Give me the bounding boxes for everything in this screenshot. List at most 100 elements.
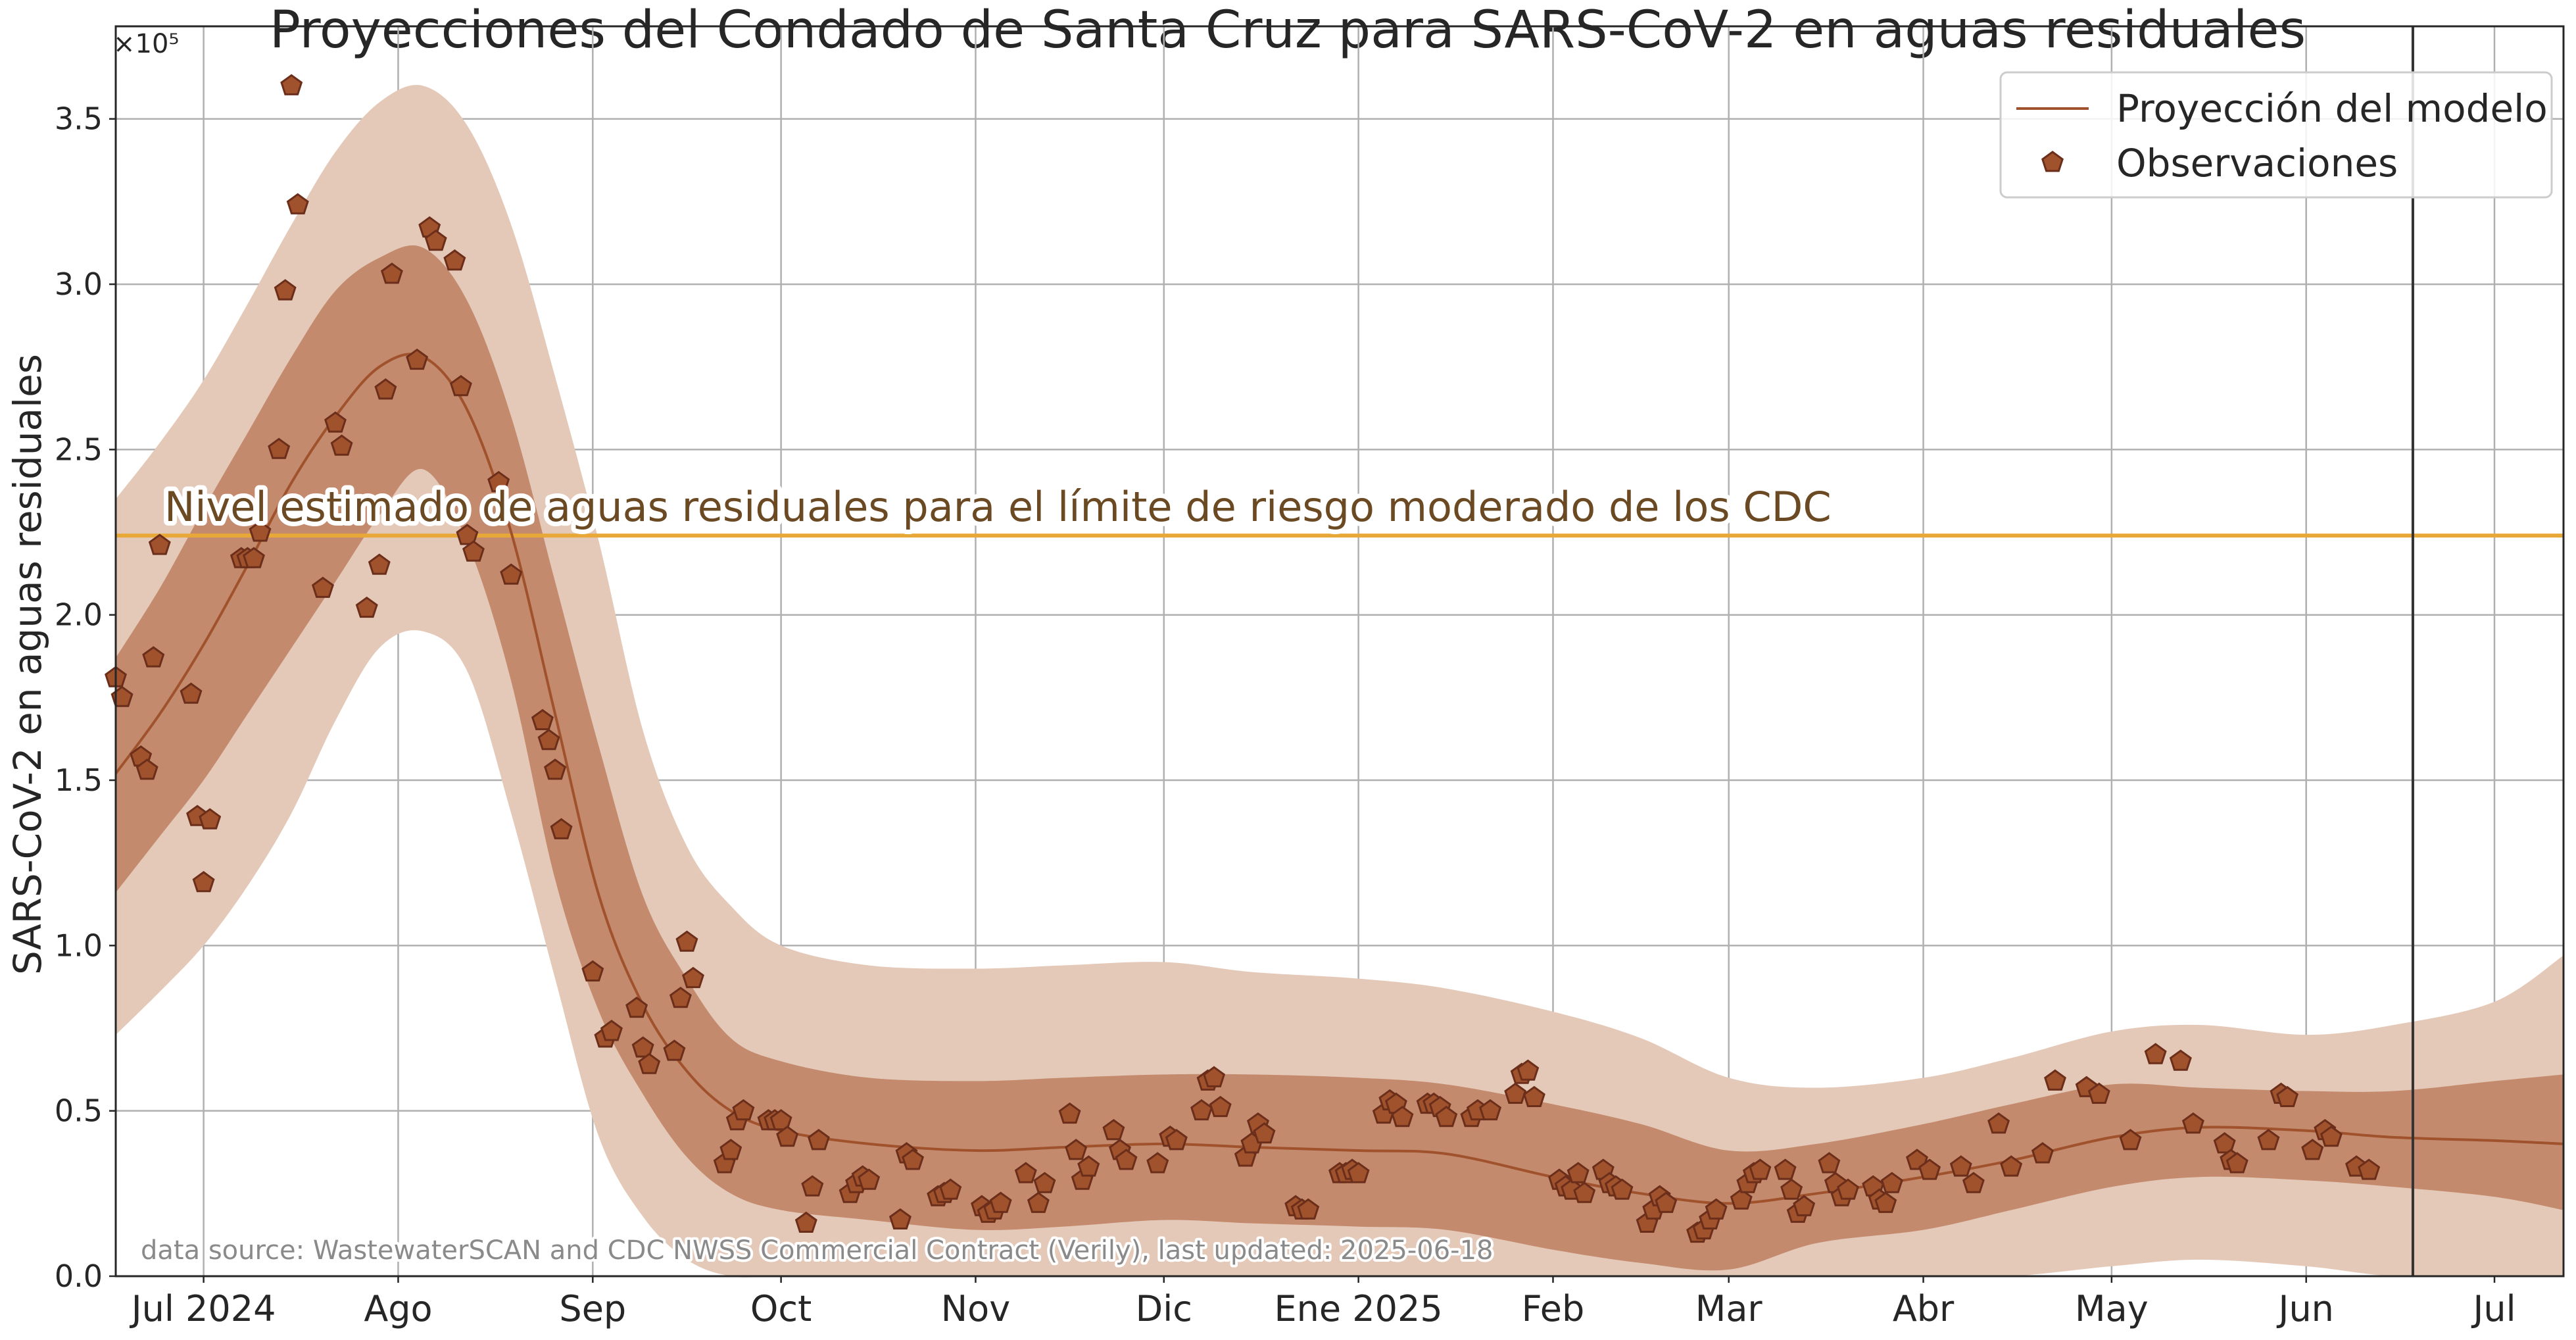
observation-point [1253, 1122, 1276, 1144]
observation-point [769, 1108, 792, 1131]
observation-point [1203, 1066, 1226, 1087]
x-tick-label: Jul [2471, 1288, 2515, 1329]
y-axis-label: SARS-CoV-2 en aguas residuales [5, 354, 50, 975]
observation-point [286, 193, 309, 214]
observation-point [531, 708, 554, 730]
observation-point [1522, 1085, 1545, 1107]
observation-point [939, 1178, 962, 1200]
observation-point [2213, 1132, 2236, 1154]
observation-point [544, 758, 567, 780]
observation-point [355, 596, 378, 618]
observation-point [374, 378, 397, 400]
observation-point [2119, 1129, 2142, 1151]
plot-area: Nivel estimado de aguas residuales para … [105, 25, 2565, 1278]
x-tick-label: Ene 2025 [1275, 1288, 1443, 1329]
observation-point [1165, 1129, 1188, 1151]
y-scale-label: ×10⁵ [113, 29, 179, 59]
legend-item-model: Proyección del modelo [2116, 86, 2548, 131]
legend-marker-swatch [2041, 151, 2064, 172]
source-note: data source: WastewaterSCAN and CDC NWSS… [141, 1235, 1494, 1266]
observation-point [719, 1139, 742, 1160]
observation-point [1818, 1152, 1841, 1174]
observation-point [675, 930, 698, 952]
x-tick-label: Jun [2277, 1288, 2334, 1329]
outer-confidence-band [116, 85, 2564, 1278]
observation-point [449, 375, 472, 397]
x-tick-label: May [2075, 1288, 2149, 1329]
observation-point [1077, 1155, 1100, 1177]
observation-point [537, 728, 560, 751]
observation-point [192, 871, 215, 893]
observation-point [274, 279, 297, 301]
x-tick-label: Oct [750, 1288, 812, 1329]
observation-point [1780, 1178, 1803, 1200]
observation-point [600, 1020, 623, 1041]
observation-point [135, 758, 158, 780]
observation-point [663, 1039, 686, 1061]
observation-point [669, 986, 692, 1008]
observation-point [1567, 1162, 1590, 1183]
observation-point [1058, 1102, 1081, 1124]
observation-point [268, 437, 291, 459]
observation-point [1880, 1172, 1903, 1193]
x-tick-label: Ago [364, 1288, 432, 1329]
observation-point [2181, 1112, 2204, 1134]
observation-point [1014, 1162, 1037, 1183]
legend-box [1999, 71, 2553, 199]
observation-point [1962, 1172, 1985, 1193]
observation-point [2031, 1142, 2054, 1164]
observation-point [199, 808, 222, 830]
observation-point [2000, 1155, 2023, 1177]
observation-point [2320, 1126, 2343, 1147]
y-tick-label: 3.5 [55, 101, 103, 137]
y-tick-label: 0.0 [55, 1258, 103, 1294]
observation-point [1065, 1139, 1088, 1160]
observation-point [1705, 1198, 1728, 1220]
observation-point [462, 540, 485, 562]
observation-point [324, 411, 347, 433]
observation-point [858, 1168, 881, 1190]
observation-point [1918, 1158, 1941, 1180]
x-tick-label: Mar [1695, 1288, 1763, 1329]
observation-point [682, 966, 704, 989]
observation-point [406, 348, 429, 370]
observation-point [1987, 1112, 2010, 1134]
observation-point [638, 1053, 661, 1074]
y-tick-label: 1.0 [55, 928, 103, 963]
observation-point [1297, 1198, 1320, 1220]
x-axis-ticks: Jul 2024 Ago Sep Oct Nov Dic Ene 2025 Feb Mar Abr… [130, 1276, 2516, 1329]
y-tick-label: 0.5 [55, 1093, 103, 1129]
observation-point [1730, 1188, 1753, 1210]
x-tick-label: Dic [1136, 1288, 1192, 1329]
observation-point [1517, 1059, 1540, 1081]
observation-point [625, 997, 648, 1018]
observation-point [989, 1191, 1012, 1213]
observation-point [1027, 1191, 1050, 1213]
observation-point [732, 1099, 755, 1121]
observation-point [2358, 1158, 2381, 1180]
observation-point [2225, 1152, 2248, 1174]
legend-item-observations: Observaciones [2116, 141, 2398, 186]
observation-point [280, 74, 303, 95]
observation-point [1837, 1178, 1859, 1200]
observation-point [443, 249, 466, 271]
chart-title: Proyecciones del Condado de Santa Cruz p… [270, 1, 2306, 60]
observation-point [1611, 1178, 1634, 1200]
x-tick-label: Nov [941, 1288, 1010, 1329]
y-tick-label: 2.5 [55, 432, 103, 467]
observation-point [794, 1211, 817, 1233]
threshold-label: Nivel estimado de aguas residuales para … [164, 483, 1832, 531]
observation-point [1479, 1099, 1502, 1121]
legend: Proyección del modelo Observaciones [1999, 71, 2553, 199]
x-tick-label: Feb [1522, 1288, 1585, 1329]
y-axis-ticks: 0.0 0.5 1.0 1.5 2.0 2.5 3.0 3.5 [55, 101, 116, 1294]
observation-point [1573, 1181, 1596, 1203]
x-tick-label: Sep [559, 1288, 626, 1329]
observation-point [180, 682, 203, 704]
observation-point [2169, 1049, 2192, 1071]
observation-point [888, 1208, 911, 1229]
observation-point [1115, 1149, 1138, 1170]
observation-point [581, 960, 604, 981]
observation-point [148, 534, 171, 555]
